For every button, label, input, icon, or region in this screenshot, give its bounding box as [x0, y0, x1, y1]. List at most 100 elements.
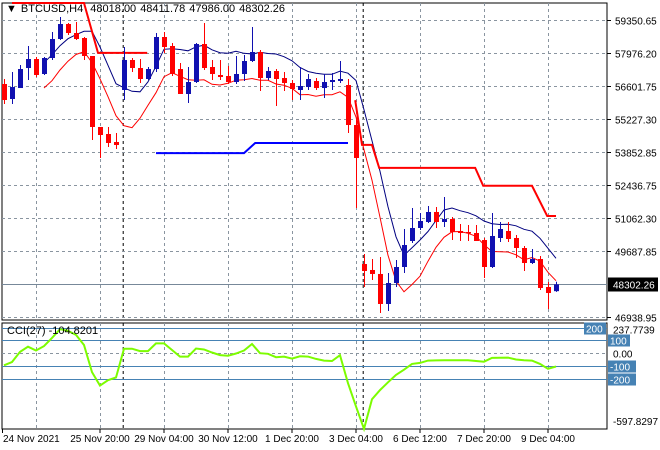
bullish-candle [330, 73, 335, 91]
bullish-candle [18, 64, 23, 89]
candle-body [506, 230, 511, 240]
ohlc-open: 48018.00 [90, 3, 137, 15]
bearish-candle [466, 225, 471, 241]
bullish-candle [402, 229, 407, 274]
cci-level-box [608, 373, 636, 386]
bearish-candle [82, 37, 87, 60]
cci-min-label: -597.8297 [613, 417, 658, 428]
candle-body [514, 237, 519, 249]
x-tick-label: 30 Nov 12:00 [198, 434, 258, 445]
bearish-candle [218, 59, 223, 81]
candle-body [274, 71, 279, 79]
candle-body [114, 141, 119, 146]
bullish-candle [498, 221, 503, 242]
bearish-candle [522, 245, 527, 271]
candle-body [210, 67, 215, 74]
candle-body [226, 76, 231, 83]
bearish-candle [90, 56, 95, 141]
candle-body [314, 81, 319, 89]
chart-header: ▼ BTCUSD,H4 48018.00 48411.78 47986.00 48302… [6, 3, 289, 15]
bullish-candle [530, 249, 535, 265]
bullish-candle [426, 206, 431, 223]
current-price-label-box [608, 277, 658, 292]
candle-body [522, 248, 527, 264]
candle-body [554, 284, 559, 292]
candle-body [258, 52, 263, 79]
cci-level-label: 200 [586, 325, 603, 336]
candle-body [418, 221, 423, 228]
cci-level-box [608, 360, 636, 373]
y-tick-label: 59350.65 [615, 17, 657, 28]
bearish-candle [314, 78, 319, 91]
candle-body [34, 59, 39, 75]
bearish-candle [226, 66, 231, 84]
bullish-candle [386, 273, 391, 312]
candle-body [122, 59, 127, 91]
candle-body [338, 78, 343, 82]
triangle-down-icon[interactable]: ▼ [6, 3, 17, 15]
candle-body [154, 37, 159, 70]
bullish-candle [26, 45, 31, 81]
candle-body [402, 245, 407, 267]
candle-body [82, 38, 87, 57]
bearish-candle [66, 23, 71, 36]
cci-title: CCI(27) [7, 325, 46, 337]
bearish-candle [538, 255, 543, 290]
bullish-candle [146, 67, 151, 81]
resistance-step-line [354, 100, 556, 217]
cci-level-box [608, 334, 630, 347]
bearish-candle [138, 59, 143, 84]
bullish-candle [410, 207, 415, 243]
bearish-candle [162, 32, 167, 54]
x-tick-label: 6 Dec 12:00 [393, 434, 447, 445]
candle-body [194, 44, 199, 83]
resistance-step-line [12, 2, 148, 54]
bearish-candle [290, 80, 295, 101]
candle-body [426, 211, 431, 222]
cci-line [3, 328, 557, 433]
candle-body [474, 232, 479, 241]
candle-body [394, 266, 399, 284]
bullish-candle [242, 54, 247, 82]
y-tick-label: 52436.75 [615, 182, 657, 193]
candle-body [530, 259, 535, 264]
bearish-candle [346, 78, 351, 134]
support-step-line [156, 142, 348, 155]
x-tick-label: 29 Nov 04:00 [134, 434, 194, 445]
ohlc-low: 47986.00 [189, 3, 236, 15]
x-tick-label: 1 Dec 20:00 [265, 434, 319, 445]
cci-indicator-label: CCI(27) -104.8201 [7, 325, 98, 337]
candle-body [458, 230, 463, 233]
candle-body [466, 231, 471, 234]
candle-body [442, 218, 447, 222]
bearish-candle [34, 57, 39, 78]
candle-body [138, 68, 143, 79]
candle-body [202, 44, 207, 69]
y-tick-label: 46938.95 [615, 314, 657, 325]
bearish-candle [354, 117, 359, 208]
y-tick-label: 55227.30 [615, 116, 657, 127]
bullish-candle [306, 73, 311, 91]
bearish-candle [114, 133, 119, 150]
candle-body [98, 126, 103, 136]
candle-body [378, 273, 383, 304]
bearish-candle [274, 69, 279, 107]
bearish-candle [178, 63, 183, 94]
x-tick-label: 25 Nov 20:00 [70, 434, 130, 445]
bearish-candle [2, 78, 7, 105]
x-tick-label: 9 Dec 04:00 [521, 434, 575, 445]
bearish-candle [210, 59, 215, 81]
candle-body [74, 33, 79, 40]
bullish-candle [266, 67, 271, 81]
current-price-label: 48302.26 [613, 281, 655, 292]
bullish-candle [10, 72, 15, 105]
candle-body [282, 78, 287, 84]
cci-current-value: -104.8201 [48, 325, 99, 337]
x-tick-label: 7 Dec 20:00 [457, 434, 511, 445]
candle-body [26, 59, 31, 69]
candle-body [10, 87, 15, 99]
bearish-candle [170, 43, 175, 77]
bullish-candle [394, 259, 399, 288]
bearish-candle [362, 254, 367, 288]
